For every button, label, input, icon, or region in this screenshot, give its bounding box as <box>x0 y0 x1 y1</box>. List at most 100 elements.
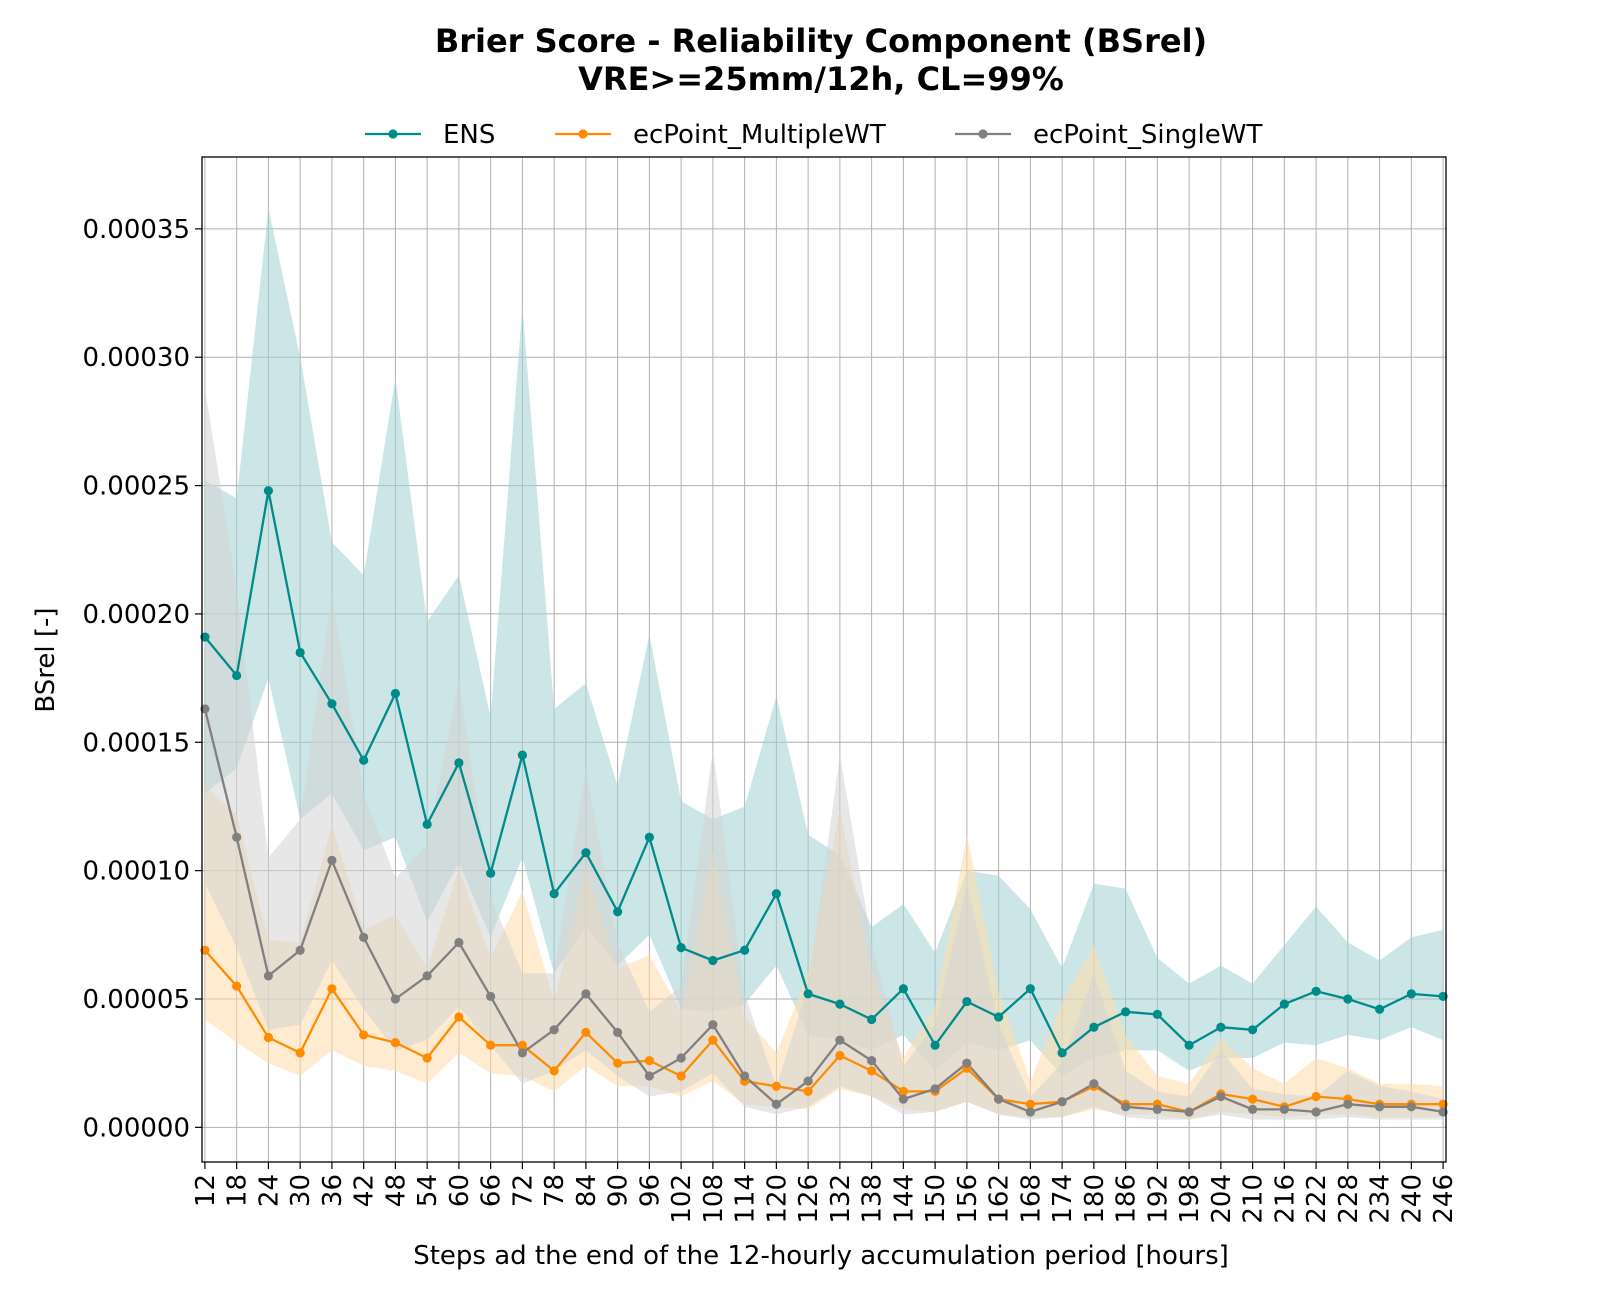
x-tick-label-240: 240 <box>1397 1174 1427 1224</box>
point-ecpoint-multiplewt-222 <box>1311 1091 1321 1102</box>
point-ecpoint-multiplewt-102 <box>676 1071 686 1081</box>
line-ecpoint-singlewt <box>203 708 1444 1114</box>
x-tick-label-162: 162 <box>985 1174 1015 1224</box>
point-ecpoint-multiplewt-84 <box>581 1027 591 1037</box>
point-ens-192 <box>1152 1009 1162 1019</box>
point-ecpoint-singlewt-150 <box>930 1084 940 1094</box>
point-ens-174 <box>1057 1048 1067 1058</box>
point-ens-186 <box>1121 1007 1131 1017</box>
x-tick-label-234: 234 <box>1366 1174 1396 1224</box>
point-ecpoint-multiplewt-66 <box>486 1040 496 1050</box>
point-ecpoint-multiplewt-48 <box>390 1038 400 1048</box>
x-tick-label-42: 42 <box>350 1174 380 1207</box>
point-ens-96 <box>644 832 654 842</box>
point-ecpoint-singlewt-30 <box>295 945 305 955</box>
point-ecpoint-multiplewt-54 <box>422 1053 432 1063</box>
point-ecpoint-singlewt-228 <box>1343 1099 1353 1109</box>
point-ens-108 <box>708 955 718 966</box>
point-ecpoint-singlewt-78 <box>549 1025 559 1035</box>
point-ecpoint-singlewt-24 <box>263 971 274 981</box>
point-ecpoint-singlewt-90 <box>613 1027 623 1037</box>
point-ecpoint-singlewt-210 <box>1248 1104 1258 1114</box>
x-tick-label-156: 156 <box>953 1174 983 1224</box>
point-ens-168 <box>1025 984 1035 994</box>
point-ecpoint-singlewt-42 <box>359 932 369 942</box>
point-ens-120 <box>771 889 781 899</box>
point-ens-132 <box>835 999 845 1009</box>
point-ecpoint-singlewt-84 <box>581 989 591 999</box>
point-ens-228 <box>1343 994 1353 1004</box>
x-tick-label-30: 30 <box>286 1174 316 1207</box>
x-tick-label-12: 12 <box>191 1174 221 1207</box>
point-ens-144 <box>898 984 908 994</box>
y-axis-ticks: 0.00000 0.00005 0.00010 0.00015 0.00020 0.000… <box>82 215 202 1143</box>
confidence-bands <box>204 208 1444 1120</box>
x-tick-label-78: 78 <box>540 1174 570 1207</box>
point-ecpoint-singlewt-36 <box>327 855 337 865</box>
point-ens-150 <box>930 1040 940 1050</box>
chart-title: Brier Score - Reliability Component (BSr… <box>435 22 1207 60</box>
legend-label-ecpoint-singlewt: ecPoint_SingleWT <box>1033 120 1262 150</box>
x-tick-label-120: 120 <box>762 1174 792 1224</box>
point-ens-36 <box>327 699 337 709</box>
point-ecpoint-singlewt-132 <box>835 1035 845 1045</box>
point-ecpoint-singlewt-108 <box>708 1020 718 1030</box>
legend-label-ens: ENS <box>443 120 495 150</box>
point-ens-240 <box>1406 989 1416 999</box>
point-ens-162 <box>994 1012 1004 1022</box>
point-ecpoint-singlewt-222 <box>1311 1107 1321 1117</box>
line-ens <box>204 489 1444 1055</box>
x-tick-label-114: 114 <box>731 1174 761 1224</box>
point-ecpoint-singlewt-234 <box>1374 1102 1385 1112</box>
x-tick-label-54: 54 <box>413 1174 443 1207</box>
point-ens-54 <box>422 819 432 830</box>
point-ecpoint-singlewt-102 <box>676 1053 686 1063</box>
point-ens-42 <box>359 755 369 765</box>
x-tick-label-96: 96 <box>635 1174 665 1207</box>
legend-marker-ecpoint-singlewt <box>978 129 988 139</box>
x-tick-label-198: 198 <box>1175 1174 1205 1224</box>
y-tick-label: 0.00005 <box>82 985 190 1015</box>
point-ens-180 <box>1089 1022 1099 1032</box>
point-ecpoint-multiplewt-42 <box>359 1030 369 1040</box>
point-ecpoint-multiplewt-132 <box>835 1050 845 1061</box>
point-ecpoint-multiplewt-90 <box>613 1058 623 1068</box>
point-ecpoint-multiplewt-168 <box>1025 1099 1035 1109</box>
x-tick-label-168: 168 <box>1016 1174 1046 1224</box>
point-ecpoint-multiplewt-96 <box>644 1056 654 1066</box>
point-ecpoint-singlewt-120 <box>771 1099 781 1109</box>
x-tick-label-246: 246 <box>1429 1174 1459 1224</box>
point-ens-198 <box>1184 1040 1194 1050</box>
point-ecpoint-singlewt-240 <box>1406 1102 1416 1112</box>
x-tick-label-222: 222 <box>1302 1174 1332 1224</box>
point-ens-222 <box>1311 986 1321 996</box>
point-ecpoint-singlewt-48 <box>390 994 400 1004</box>
point-ecpoint-singlewt-174 <box>1057 1097 1067 1107</box>
point-ecpoint-singlewt-156 <box>962 1058 972 1068</box>
point-ecpoint-multiplewt-72 <box>517 1040 527 1050</box>
point-ecpoint-singlewt-198 <box>1184 1107 1194 1117</box>
point-ecpoint-multiplewt-144 <box>898 1086 908 1097</box>
x-tick-label-126: 126 <box>794 1174 824 1224</box>
x-tick-label-84: 84 <box>572 1174 602 1207</box>
x-tick-label-18: 18 <box>223 1174 253 1207</box>
point-ecpoint-singlewt-216 <box>1279 1104 1289 1114</box>
y-tick-label: 0.00015 <box>82 728 190 758</box>
legend: ENS ecPoint_MultipleWT ecPoint_SingleWT <box>365 120 1262 150</box>
chart-subtitle: VRE>=25mm/12h, CL=99% <box>578 60 1064 98</box>
point-ecpoint-singlewt-144 <box>898 1094 908 1104</box>
point-ecpoint-singlewt-186 <box>1121 1102 1131 1112</box>
point-ecpoint-multiplewt-120 <box>771 1081 781 1091</box>
point-ecpoint-multiplewt-78 <box>549 1066 559 1076</box>
x-tick-label-228: 228 <box>1334 1174 1364 1224</box>
x-tick-label-90: 90 <box>604 1174 634 1207</box>
point-ens-138 <box>867 1014 877 1025</box>
y-tick-label: 0.00030 <box>82 343 190 373</box>
x-axis-label: Steps ad the end of the 12-hourly accumu… <box>413 1241 1229 1271</box>
band-ecpoint-singlewt <box>204 388 1444 1120</box>
plot-border <box>201 156 1447 1163</box>
point-ecpoint-singlewt-66 <box>486 991 496 1002</box>
y-tick-label: 0.00010 <box>82 857 190 887</box>
x-tick-label-36: 36 <box>318 1174 348 1207</box>
